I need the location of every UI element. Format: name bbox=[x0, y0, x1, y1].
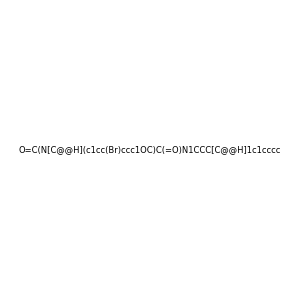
Text: O=C(N[C@@H](c1cc(Br)ccc1OC)C(=O)N1CCC[C@@H]1c1cccc: O=C(N[C@@H](c1cc(Br)ccc1OC)C(=O)N1CCC[C@… bbox=[19, 146, 281, 154]
